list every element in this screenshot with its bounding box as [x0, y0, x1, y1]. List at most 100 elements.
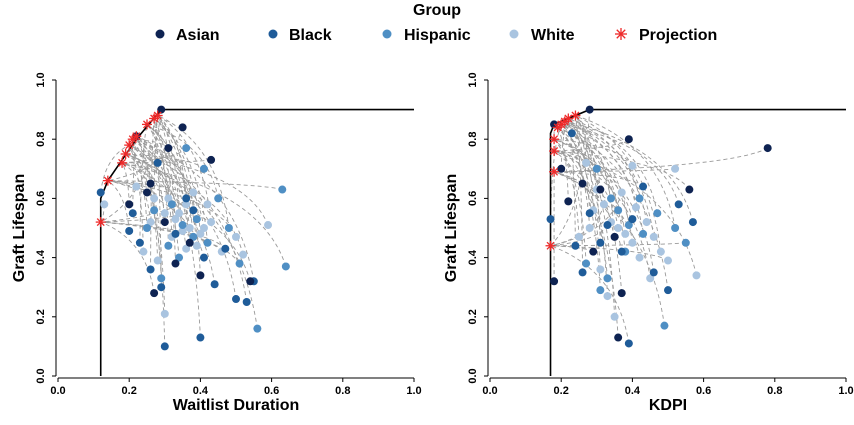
x-tick-label: 0.8 [335, 385, 350, 397]
point-white [621, 229, 630, 238]
projection-marker [549, 146, 560, 157]
projection-curve [561, 123, 637, 208]
projection-curve [553, 150, 697, 276]
projection-curve [121, 162, 152, 223]
projection-curve [554, 150, 690, 190]
projection-curve [575, 115, 594, 211]
projection-curve [121, 162, 216, 285]
point-hispanic [653, 209, 662, 218]
point-hispanic [150, 206, 159, 215]
point-white [160, 209, 169, 218]
point-white [192, 241, 201, 250]
point-white [664, 256, 672, 265]
projection-curve [554, 138, 630, 152]
x-tick-label: 0.8 [767, 385, 782, 397]
y-tick-label: 0.6 [35, 191, 47, 206]
projection-curve [553, 138, 626, 234]
projection-curve [553, 171, 612, 223]
point-white [182, 244, 191, 253]
projection-curve [107, 180, 208, 205]
point-white [232, 232, 240, 241]
projection-curve [132, 138, 205, 229]
point-black [649, 268, 658, 277]
projection-curve [146, 123, 219, 199]
projection-curve [550, 245, 669, 261]
y-tick-label: 0.2 [467, 309, 479, 324]
point-black [546, 215, 555, 224]
y-tick-label: 0.2 [35, 309, 47, 324]
projection-marker [131, 131, 142, 142]
point-white [692, 271, 701, 280]
point-hispanic [214, 194, 223, 203]
frontier-line [549, 108, 846, 376]
projection-curve [554, 147, 768, 173]
projection-marker [152, 110, 163, 121]
projection-curve [550, 124, 562, 220]
projection-curve [153, 115, 159, 211]
point-black [160, 342, 169, 351]
point-black [196, 333, 205, 342]
projection-curve [157, 115, 201, 276]
point-black [157, 283, 166, 292]
projection-curve [153, 118, 201, 234]
projection-marker [142, 119, 152, 130]
point-white [164, 194, 173, 203]
projection-curve [107, 180, 205, 258]
point-asian [246, 277, 255, 286]
point-white [185, 224, 194, 232]
projection-curve [557, 127, 601, 291]
projection-curve [557, 126, 669, 291]
point-white [635, 253, 644, 262]
point-white [631, 203, 640, 212]
point-black [125, 226, 134, 235]
point-black [199, 253, 208, 262]
projection-marker [102, 175, 113, 186]
point-white [199, 224, 208, 232]
point-hispanic [199, 164, 208, 173]
point-asian [550, 277, 559, 286]
point-white [671, 164, 680, 173]
projection-marker [117, 157, 128, 168]
point-asian [157, 105, 166, 114]
point-white [182, 200, 191, 209]
point-asian [125, 200, 134, 209]
projection-curve [560, 124, 601, 270]
projection-curve [132, 138, 184, 232]
point-white [614, 224, 623, 232]
point-hispanic [592, 164, 601, 173]
point-white [178, 226, 187, 235]
point-white [239, 250, 248, 259]
point-hispanic [639, 229, 648, 238]
point-black [571, 241, 580, 250]
point-white [617, 188, 626, 197]
projection-curve [568, 118, 655, 237]
y-tick-label: 0.8 [467, 132, 479, 147]
projection-curve [554, 171, 644, 187]
point-black [242, 298, 251, 306]
point-white [585, 224, 594, 232]
legend-marker-black [268, 29, 278, 39]
x-axis-title: KDPI [649, 397, 687, 414]
x-tick-label: 0.2 [122, 385, 137, 397]
projection-curve [553, 138, 612, 199]
point-hispanic [235, 259, 244, 268]
point-black [189, 206, 198, 215]
projection-curve [136, 135, 191, 229]
projection-curve [100, 221, 155, 294]
y-tick-label: 0.4 [35, 249, 47, 265]
x-tick-label: 0.4 [193, 385, 209, 397]
point-white [628, 238, 637, 247]
projection-curve [146, 124, 173, 237]
x-tick-label: 0.4 [625, 385, 641, 397]
point-white [264, 221, 273, 230]
point-asian [164, 144, 173, 153]
point-white [171, 215, 180, 224]
point-white [175, 209, 184, 218]
legend: Group Asian Black Hispanic White Projection [155, 2, 717, 44]
projection-marker [570, 110, 581, 121]
point-hispanic [607, 194, 616, 203]
point-white [196, 229, 205, 238]
projection-marker [124, 140, 135, 151]
legend-label-black: Black [289, 27, 332, 44]
